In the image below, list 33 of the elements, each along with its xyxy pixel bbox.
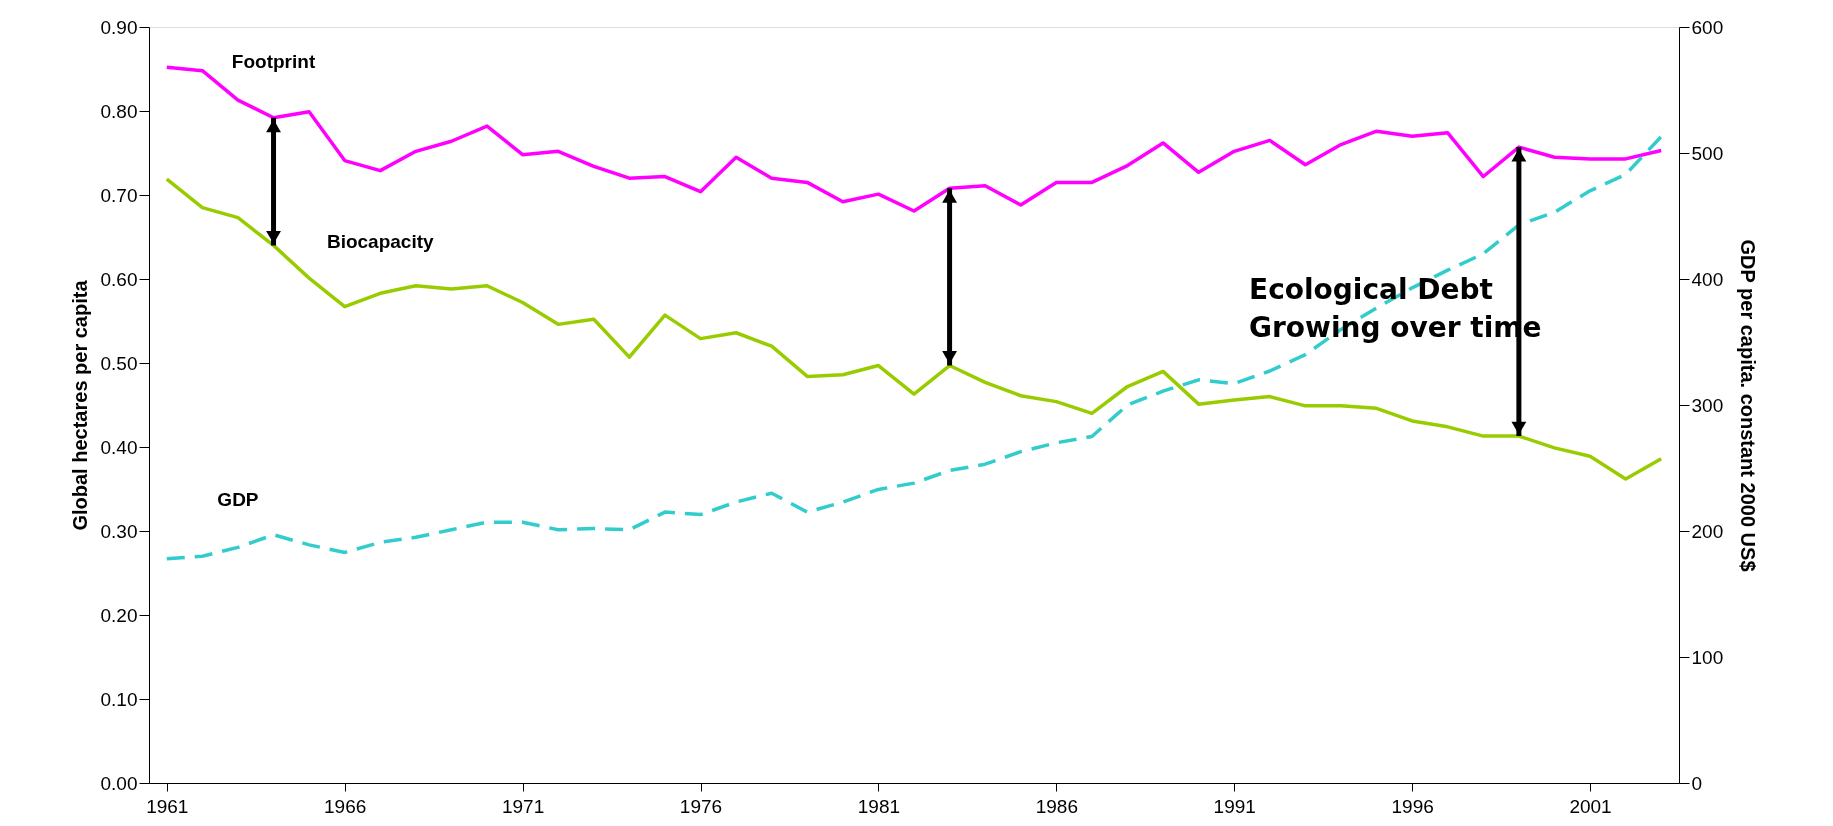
y-tick-label: 0.10 [100, 688, 138, 710]
series-label: GDP [217, 489, 259, 511]
y-tick-label: 0.80 [100, 100, 138, 122]
x-tick-label: 1981 [857, 795, 901, 817]
y2-tick-label: 200 [1691, 520, 1724, 542]
y-tick-label: 0.00 [100, 772, 138, 794]
x-tick-label: 1966 [324, 795, 367, 817]
x-tick-label: 1971 [501, 795, 545, 817]
y2-tick-label: 600 [1691, 16, 1724, 38]
x-tick-label: 1961 [146, 795, 189, 817]
y2-tick-label: 100 [1691, 646, 1724, 668]
y-tick-label: 0.20 [100, 604, 138, 626]
x-tick-label: 1996 [1391, 795, 1434, 817]
line-series [165, 177, 1663, 481]
line-series [165, 134, 1663, 561]
series-label: Footprint [231, 50, 316, 72]
y-tick-label: 0.90 [100, 16, 138, 38]
x-tick-label: 1991 [1213, 795, 1256, 817]
y2-axis-title: GDP per capita. constant 2000 US$ [1737, 239, 1760, 572]
y-tick-label: 0.70 [100, 184, 138, 206]
y-axis-title: Global hectares per capita [68, 279, 91, 531]
y2-tick-label: 0 [1691, 772, 1703, 794]
x-tick-label: 1986 [1035, 795, 1078, 817]
y-tick-label: 0.30 [100, 520, 138, 542]
y-tick-label: 0.40 [100, 436, 138, 458]
y2-tick-label: 400 [1691, 268, 1724, 290]
y-tick-label: 0.60 [100, 268, 138, 290]
y2-tick-label: 500 [1691, 142, 1724, 164]
y2-tick-label: 300 [1691, 394, 1724, 416]
x-tick-label: 2001 [1569, 795, 1612, 817]
x-tick-label: 1976 [679, 795, 723, 817]
y-tick-label: 0.50 [100, 352, 138, 374]
series-label: Biocapacity [326, 231, 435, 253]
